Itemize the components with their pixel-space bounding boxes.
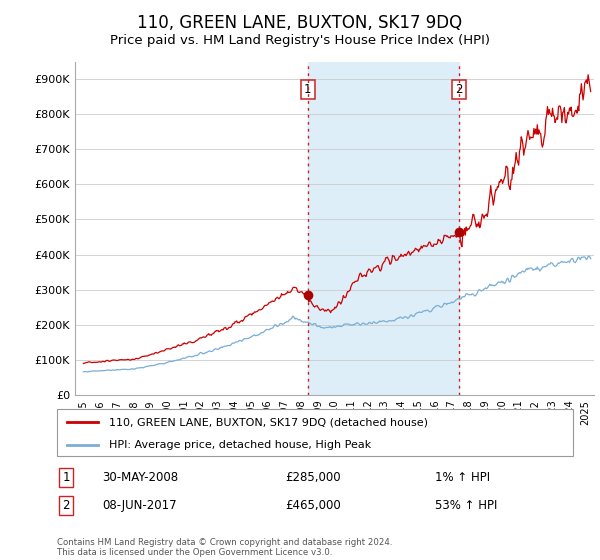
Text: Contains HM Land Registry data © Crown copyright and database right 2024.
This d: Contains HM Land Registry data © Crown c… — [57, 538, 392, 557]
Text: Price paid vs. HM Land Registry's House Price Index (HPI): Price paid vs. HM Land Registry's House … — [110, 34, 490, 46]
Text: HPI: Average price, detached house, High Peak: HPI: Average price, detached house, High… — [109, 440, 371, 450]
Text: 2: 2 — [455, 83, 463, 96]
Text: 110, GREEN LANE, BUXTON, SK17 9DQ: 110, GREEN LANE, BUXTON, SK17 9DQ — [137, 14, 463, 32]
Text: 53% ↑ HPI: 53% ↑ HPI — [435, 498, 497, 512]
Text: £285,000: £285,000 — [285, 470, 341, 484]
Bar — [308, 62, 459, 395]
Text: 1: 1 — [62, 470, 70, 484]
Text: 1% ↑ HPI: 1% ↑ HPI — [435, 470, 490, 484]
Text: 30-MAY-2008: 30-MAY-2008 — [102, 470, 178, 484]
Text: 110, GREEN LANE, BUXTON, SK17 9DQ (detached house): 110, GREEN LANE, BUXTON, SK17 9DQ (detac… — [109, 417, 428, 427]
Text: £465,000: £465,000 — [285, 498, 341, 512]
Text: 1: 1 — [304, 83, 311, 96]
Text: 08-JUN-2017: 08-JUN-2017 — [102, 498, 176, 512]
Text: 2: 2 — [62, 498, 70, 512]
FancyBboxPatch shape — [57, 409, 573, 456]
